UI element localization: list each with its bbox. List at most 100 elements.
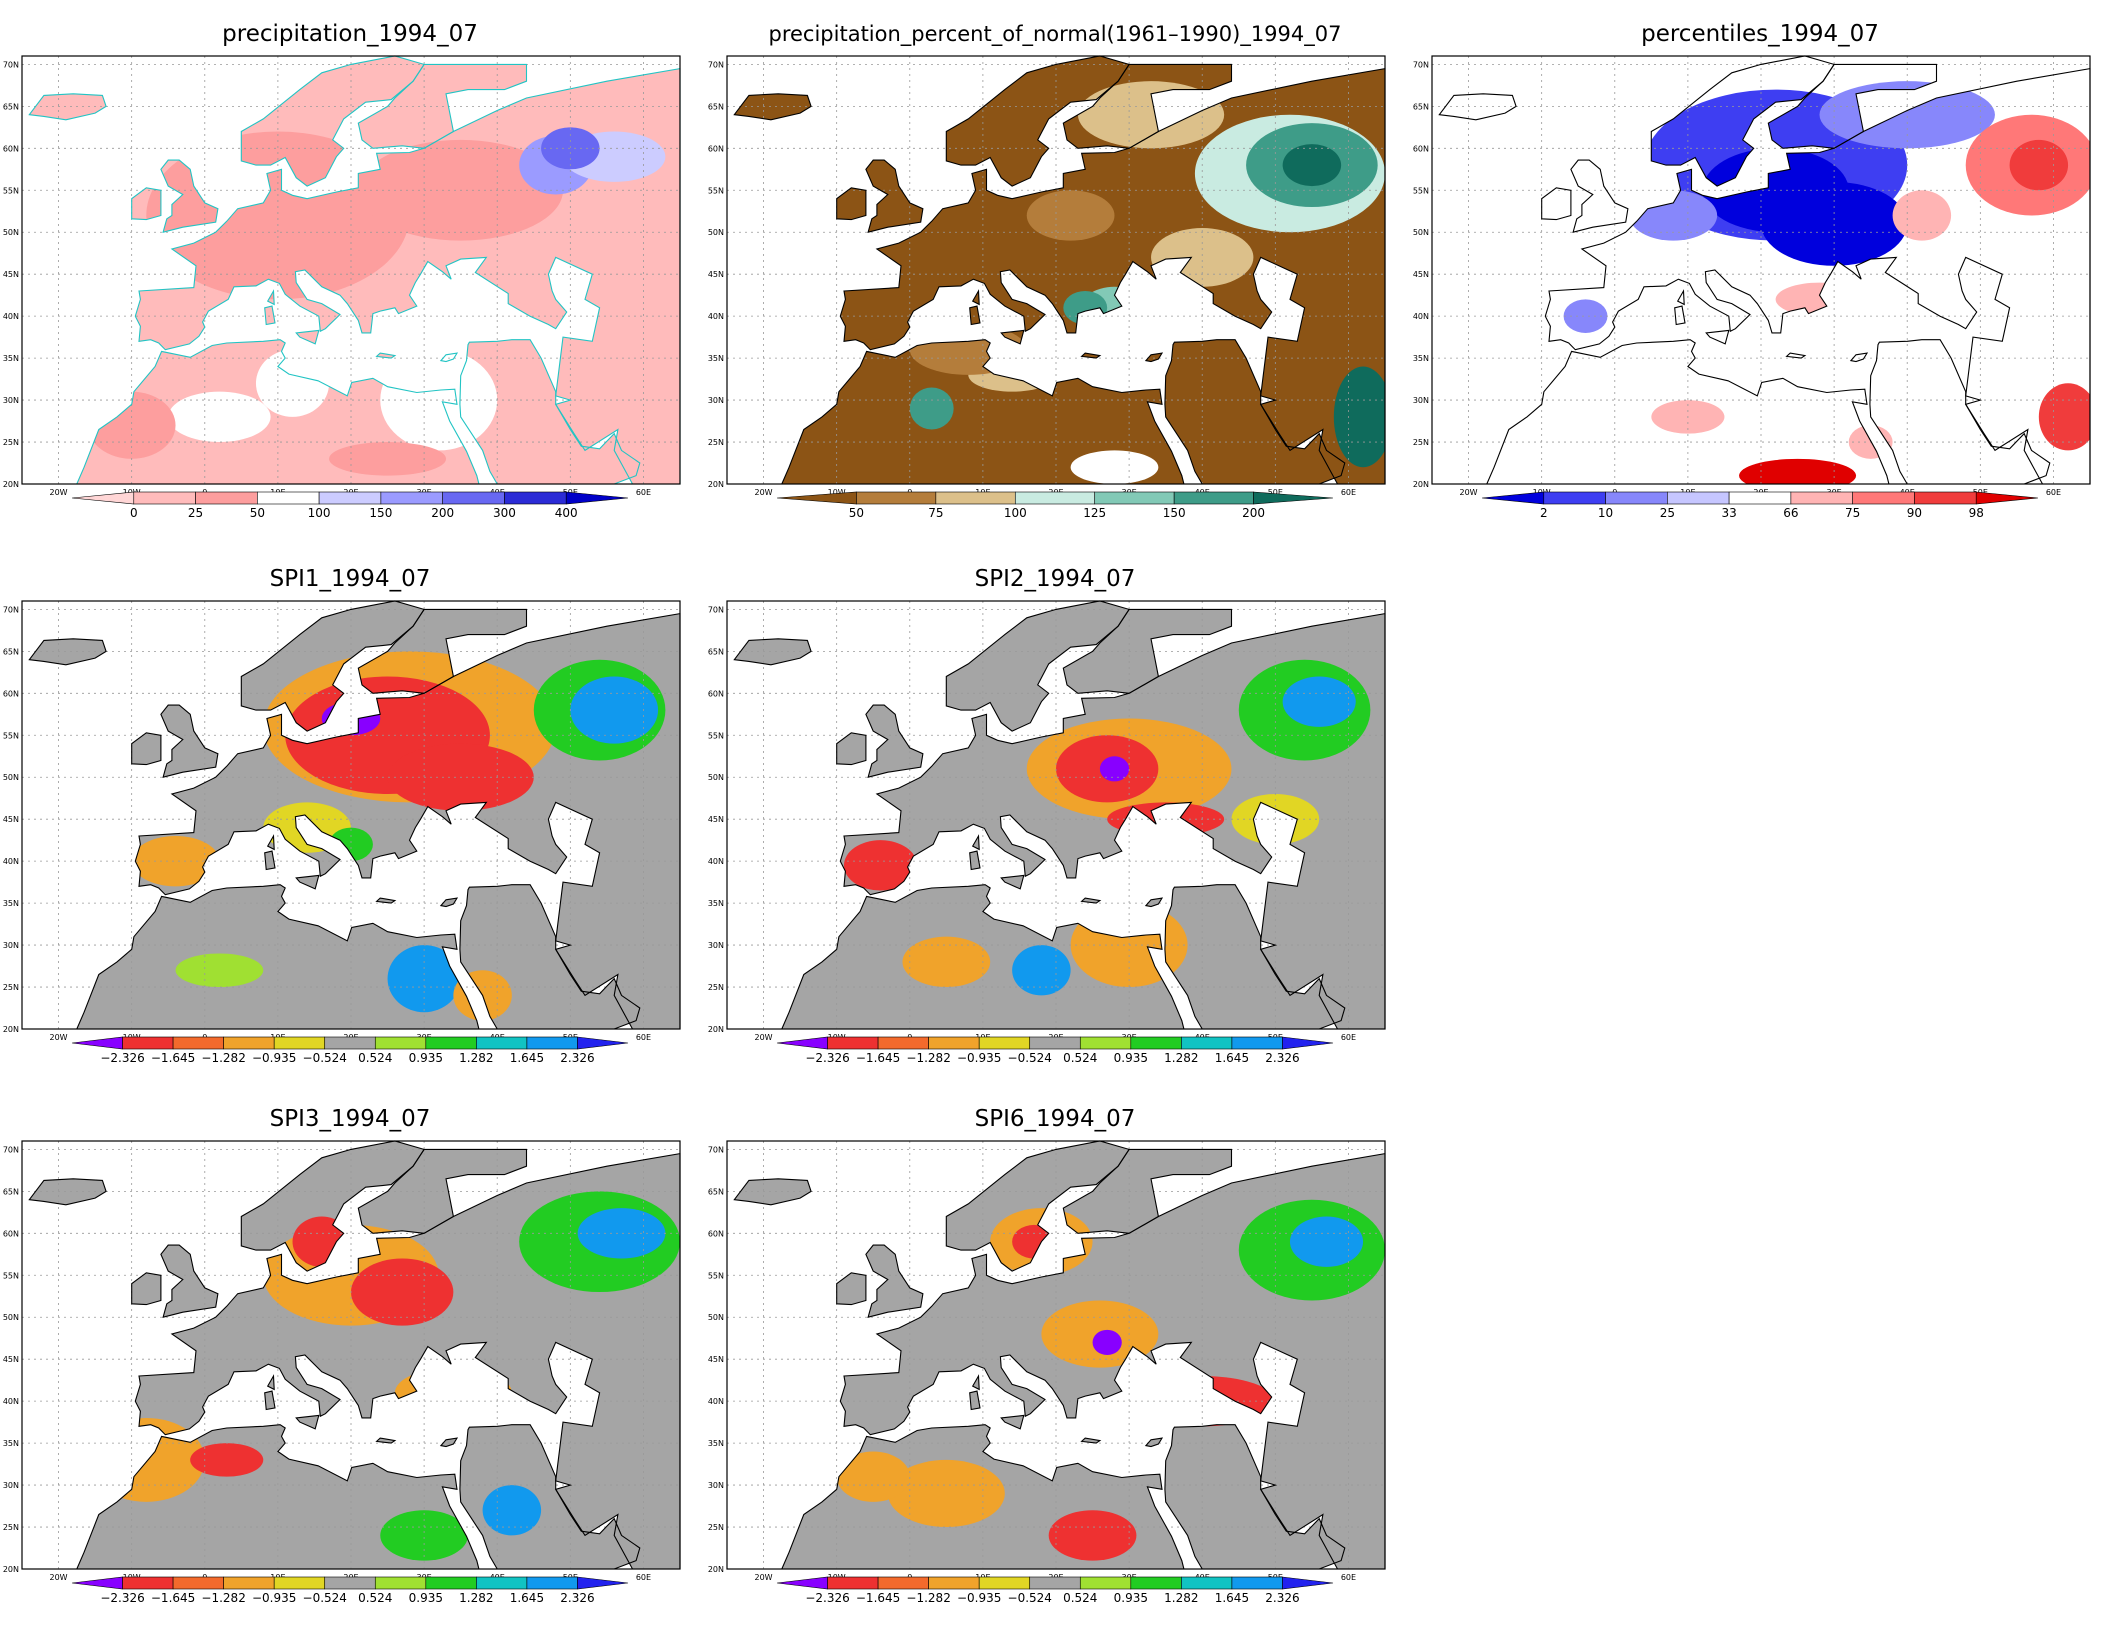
legend-label: −2.326 — [100, 1591, 144, 1605]
lat-tick-label: 45N — [3, 1355, 19, 1364]
legend-swatch — [172, 1036, 224, 1050]
legend-swatch — [827, 1576, 879, 1590]
legend-swatch — [565, 491, 629, 505]
colorbar-legend: −2.326 −1.645 −1.282 −0.935 −0.524 0.524 0.935… — [71, 1576, 629, 1605]
legend-swatch — [122, 1576, 174, 1590]
legend-swatch — [324, 1036, 376, 1050]
lat-tick-label: 65N — [708, 647, 724, 656]
legend-label: −1.645 — [151, 1051, 195, 1065]
spi3-map: 20W10W010E20E30E40E50E60E20N25N30N35N40N… — [3, 1140, 681, 1605]
lat-tick-label: 65N — [3, 647, 19, 656]
legend-label: 1.282 — [1164, 1051, 1198, 1065]
legend-swatch — [1130, 1036, 1182, 1050]
lat-tick-label: 30N — [3, 1481, 19, 1490]
legend-label: 1.282 — [459, 1051, 493, 1065]
panel-spi2: SPI2_1994_07 20W10W010E20E30E40E50E60E20… — [705, 565, 1405, 1105]
coastlines — [28, 55, 681, 485]
lat-tick-label: 55N — [1413, 186, 1429, 195]
legend-swatch — [776, 1576, 828, 1590]
lon-tick-label: 20W — [755, 488, 773, 497]
legend-label: −2.326 — [100, 1051, 144, 1065]
lon-tick-label: 60E — [2046, 488, 2061, 497]
lat-tick-label: 45N — [708, 1355, 724, 1364]
legend-label: 200 — [431, 506, 454, 520]
lat-tick-label: 50N — [1413, 228, 1429, 237]
lat-tick-label: 35N — [3, 354, 19, 363]
lat-tick-label: 20N — [708, 480, 724, 489]
legend-label: 66 — [1783, 506, 1798, 520]
percent-of-normal-map: 20W10W010E20E30E40E50E60E20N25N30N35N40N… — [708, 55, 1386, 520]
colorbar-legend: −2.326 −1.645 −1.282 −0.935 −0.524 0.524 0.935… — [776, 1576, 1334, 1605]
map-frame — [21, 1140, 681, 1570]
spi2-map: 20W10W010E20E30E40E50E60E20N25N30N35N40N… — [708, 600, 1386, 1065]
lat-tick-label: 40N — [3, 857, 19, 866]
panel-title: percentiles_1994_07 — [1641, 21, 1879, 47]
legend-swatch — [71, 1576, 123, 1590]
lat-tick-label: 50N — [3, 773, 19, 782]
legend-swatch — [1481, 491, 1545, 505]
legend-swatch — [1790, 491, 1853, 505]
legend-label: −0.935 — [252, 1591, 296, 1605]
map-frame — [21, 600, 681, 1030]
lon-tick-label: 60E — [636, 1033, 651, 1042]
lat-tick-label: 55N — [708, 731, 724, 740]
lon-tick-label: 20W — [755, 1573, 773, 1582]
lat-tick-label: 45N — [3, 815, 19, 824]
legend-swatch — [1253, 491, 1334, 505]
legend-swatch — [273, 1036, 326, 1050]
lat-tick-label: 35N — [708, 1439, 724, 1448]
lat-tick-label: 70N — [3, 605, 19, 614]
legend-swatch — [1543, 491, 1606, 505]
lat-tick-label: 35N — [3, 1439, 19, 1448]
legend-label: 1.645 — [510, 1051, 544, 1065]
lat-tick-label: 30N — [3, 396, 19, 405]
panel-percentiles: percentiles_1994_07 20W10W010E20E30E40E5… — [1410, 20, 2106, 560]
panel-spi3: SPI3_1994_07 20W10W010E20E30E40E50E60E20… — [0, 1105, 700, 1645]
panel-spi6: SPI6_1994_07 20W10W010E20E30E40E50E60E20… — [705, 1105, 1405, 1645]
lon-tick-label: 60E — [1341, 488, 1356, 497]
lon-tick-label: 20W — [50, 488, 68, 497]
legend-label: 98 — [1969, 506, 1984, 520]
lon-tick-label: 60E — [1341, 1573, 1356, 1582]
legend-label: 1.645 — [1215, 1051, 1249, 1065]
precipitation-map: 20W10W010E20E30E40E50E60E20N25N30N35N40N… — [3, 55, 681, 520]
legend-label: −2.326 — [805, 1591, 849, 1605]
legend-label: −0.524 — [1008, 1051, 1052, 1065]
percentiles-map: 20W10W010E20E30E40E50E60E20N25N30N35N40N… — [1413, 55, 2091, 520]
lat-tick-label: 45N — [1413, 270, 1429, 279]
legend-swatch — [877, 1036, 929, 1050]
lat-tick-label: 50N — [708, 228, 724, 237]
legend-swatch — [71, 1036, 123, 1050]
lat-tick-label: 35N — [708, 354, 724, 363]
legend-swatch — [425, 1036, 477, 1050]
legend-swatch — [504, 491, 567, 505]
lat-tick-label: 70N — [708, 1145, 724, 1154]
legend-swatch — [877, 1576, 929, 1590]
legend-swatch — [1852, 491, 1915, 505]
spi6-map: 20W10W010E20E30E40E50E60E20N25N30N35N40N… — [708, 1140, 1386, 1605]
legend-swatch — [928, 1036, 980, 1050]
graticule — [727, 1141, 1385, 1569]
legend-swatch — [577, 1576, 629, 1590]
legend-label: 1.645 — [510, 1591, 544, 1605]
legend-label: 100 — [1004, 506, 1027, 520]
legend-label: 2.326 — [560, 1051, 594, 1065]
coastlines — [733, 55, 1386, 485]
lat-tick-label: 25N — [3, 438, 19, 447]
legend-label: 75 — [1845, 506, 1860, 520]
colorbar-legend: 50 75 100 125 150 200 — [776, 491, 1334, 520]
graticule — [727, 56, 1385, 484]
legend-label: −0.935 — [957, 1591, 1001, 1605]
map-frame — [726, 600, 1386, 1030]
lat-tick-label: 70N — [3, 60, 19, 69]
legend-label: 400 — [555, 506, 578, 520]
lat-tick-label: 25N — [3, 983, 19, 992]
legend-label: −1.282 — [201, 1051, 245, 1065]
legend-swatch — [425, 1576, 477, 1590]
lat-tick-label: 60N — [708, 1229, 724, 1238]
legend-swatch — [380, 491, 443, 505]
legend-swatch — [1094, 491, 1175, 505]
legend-label: 0.524 — [358, 1051, 392, 1065]
colorbar-legend: −2.326 −1.645 −1.282 −0.935 −0.524 0.524 0.935… — [776, 1036, 1334, 1065]
panel-spi1: SPI1_1994_07 20W10W010E20E30E40E50E60E20… — [0, 565, 700, 1105]
